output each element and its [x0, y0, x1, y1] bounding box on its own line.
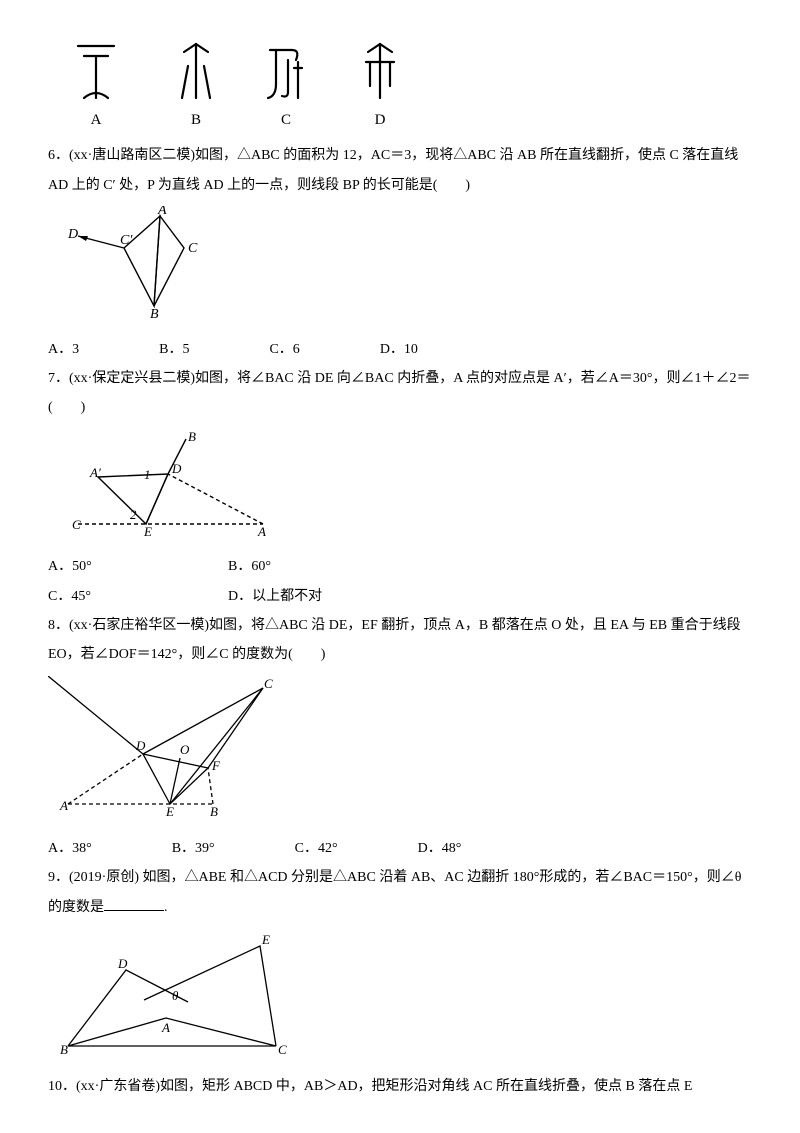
q8-figure: C D O F A E B	[48, 676, 752, 832]
q9-text-after: .	[164, 900, 168, 915]
svg-text:A: A	[157, 206, 167, 218]
svg-text:B: B	[188, 429, 196, 444]
svg-text:E: E	[261, 932, 270, 947]
glyph-label-d: D	[375, 112, 386, 128]
q6-options: A．3 B．5 C．6 D．10	[48, 335, 752, 364]
svg-text:B: B	[210, 804, 218, 819]
svg-text:D: D	[135, 738, 146, 753]
q9-text: 9．(2019·原创) 如图，△ABE 和△ACD 分别是△ABC 沿着 AB、…	[48, 863, 752, 922]
q8-options: A．38° B．39° C．42° D．48°	[48, 834, 752, 863]
q8-opt-b: B．39°	[172, 834, 215, 863]
svg-text:D: D	[67, 227, 78, 242]
q6-opt-a: A．3	[48, 335, 79, 364]
q8-opt-c: C．42°	[295, 834, 338, 863]
svg-text:C: C	[72, 517, 81, 532]
svg-text:A: A	[257, 524, 266, 539]
q9-blank	[104, 897, 164, 911]
glyph-label-b: B	[191, 112, 201, 128]
glyph-label-c: C	[281, 112, 291, 128]
svg-text:F: F	[211, 758, 221, 773]
svg-text:E: E	[143, 524, 152, 539]
q7-figure: B A′ D 1 2 C E A	[48, 429, 752, 550]
q7-opt-c: C．45°	[48, 582, 228, 611]
svg-text:1: 1	[144, 467, 151, 482]
q6-text: 6．(xx·唐山路南区二模)如图，△ABC 的面积为 12，AC＝3，现将△AB…	[48, 141, 752, 200]
q8-text: 8．(xx·石家庄裕华区一模)如图，将△ABC 沿 DE，EF 翻折，顶点 A，…	[48, 611, 752, 670]
svg-text:2: 2	[130, 507, 137, 522]
svg-text:D: D	[171, 461, 182, 476]
svg-text:E: E	[165, 804, 174, 819]
q7-opt-d: D．以上都不对	[228, 582, 408, 611]
q5-glyph-row: A B C D	[48, 38, 752, 139]
svg-text:C: C	[264, 676, 273, 691]
q8-opt-d: D．48°	[418, 834, 462, 863]
q6-figure: A C C′ D B	[48, 206, 752, 332]
q6-opt-c: C．6	[269, 335, 299, 364]
q7-options: A．50° B．60° C．45° D．以上都不对	[48, 552, 752, 611]
svg-text:C: C	[188, 241, 198, 256]
svg-text:C: C	[278, 1042, 287, 1057]
svg-text:C′: C′	[120, 233, 133, 248]
q8-opt-a: A．38°	[48, 834, 92, 863]
q7-opt-b: B．60°	[228, 552, 408, 581]
svg-text:B: B	[60, 1042, 68, 1057]
glyph-row-svg: A B C D	[48, 38, 408, 128]
q6-opt-d: D．10	[380, 335, 418, 364]
glyph-label-a: A	[91, 112, 102, 128]
svg-text:A: A	[59, 798, 68, 813]
q10-text: 10．(xx·广东省卷)如图，矩形 ABCD 中，AB＞AD，把矩形沿对角线 A…	[48, 1072, 752, 1101]
svg-text:D: D	[117, 956, 128, 971]
svg-text:θ: θ	[172, 988, 179, 1003]
q7-opt-a: A．50°	[48, 552, 228, 581]
svg-text:A′: A′	[89, 465, 101, 480]
svg-text:A: A	[161, 1020, 170, 1035]
q9-figure: D E θ A B C	[48, 928, 752, 1069]
q6-opt-b: B．5	[159, 335, 189, 364]
svg-text:O: O	[180, 742, 190, 757]
q7-text: 7．(xx·保定定兴县二模)如图，将∠BAC 沿 DE 向∠BAC 内折叠，A …	[48, 364, 752, 423]
svg-text:B: B	[150, 307, 159, 321]
